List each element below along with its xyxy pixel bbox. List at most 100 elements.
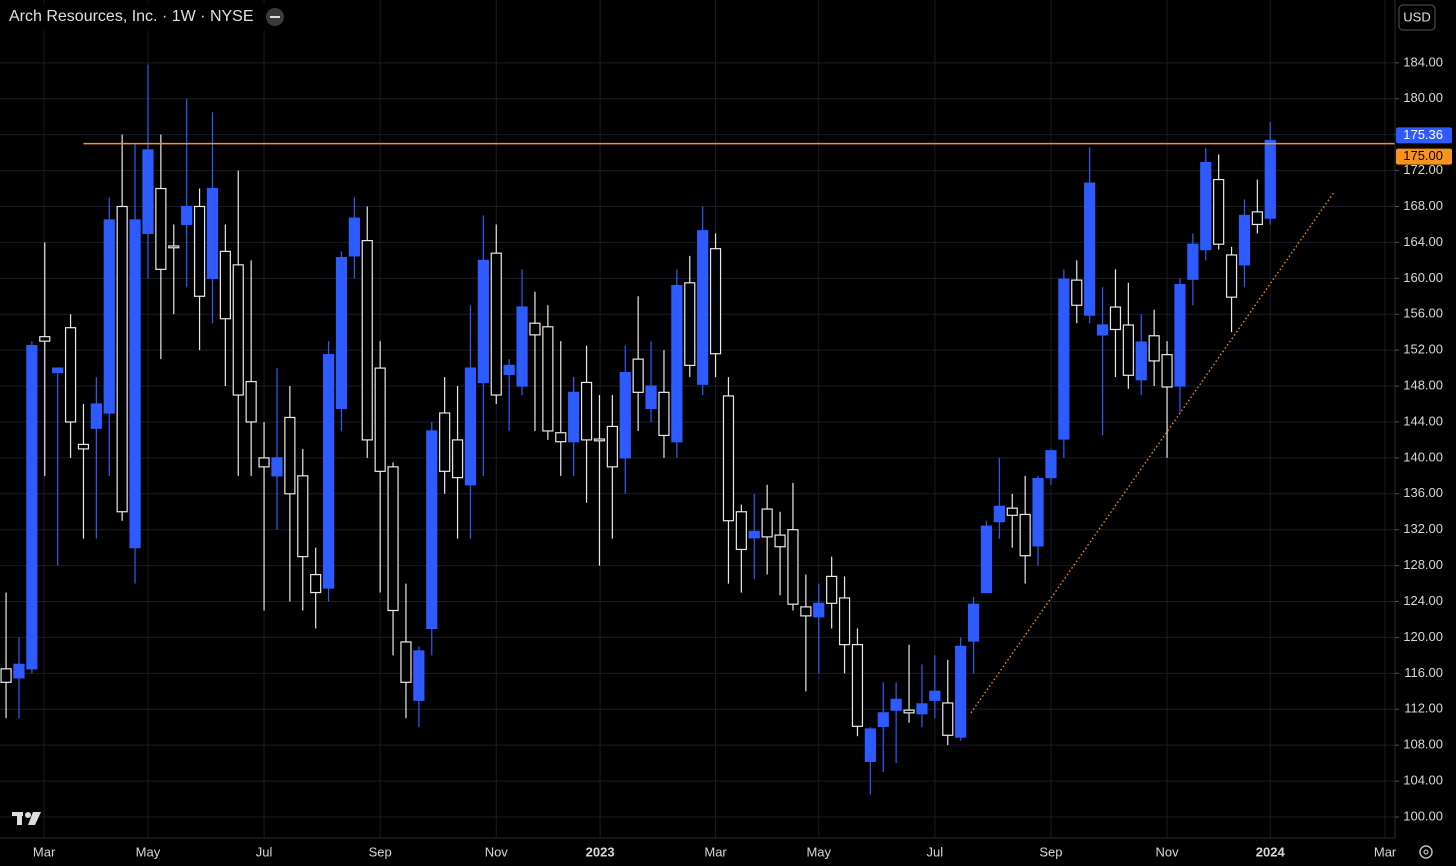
candle-body [529,322,541,336]
candle-body [387,466,399,612]
candle-body [284,416,296,495]
candle-body [993,505,1005,523]
candle-body [1084,182,1096,316]
y-tick-label: 128.00 [1403,557,1443,572]
candle-body [1109,306,1122,331]
candle-body [245,380,257,423]
candle-body [1122,324,1134,376]
currency-label: USD [1403,9,1430,24]
last-price-label: 175.36 [1403,127,1443,142]
y-tick-label: 108.00 [1403,737,1443,752]
candle-body [697,230,709,385]
candle-body [645,385,657,410]
logo-part [25,812,31,818]
x-tick-label: Nov [485,844,509,859]
tradingview-logo [12,812,41,825]
candle-body [1187,243,1199,280]
candle-body [26,345,38,670]
y-tick-label: 144.00 [1403,413,1443,428]
y-tick-label: 124.00 [1403,593,1443,608]
level-label: 175.00 [1403,148,1443,163]
y-tick-label: 136.00 [1403,485,1443,500]
candle-body [503,364,515,375]
y-tick-label: 184.00 [1403,54,1443,69]
logo-part [17,812,22,825]
y-tick-label: 168.00 [1403,198,1443,213]
candle-body [1058,278,1070,440]
candle-body [1238,214,1251,266]
candle-body [1096,324,1109,336]
candle-body [684,282,696,367]
candle-body [413,650,425,701]
candle-body [13,663,25,679]
plot-area [0,64,1395,795]
candle-body [451,439,464,479]
y-tick-label: 164.00 [1403,234,1443,249]
candle-body [658,391,670,437]
x-tick-label: Sep [1039,844,1062,859]
candle-body [1213,178,1225,245]
candle-body [52,367,64,374]
y-tick-label: 120.00 [1403,629,1443,644]
candle-body [955,645,967,738]
candle-body [864,728,876,762]
candle-body [542,326,554,432]
chart-title: Arch Resources, Inc. · 1W · NYSE [9,8,254,25]
candle-body [426,430,438,630]
y-tick-label: 180.00 [1403,90,1443,105]
candle-body [0,668,12,683]
settings-icon[interactable] [1419,845,1433,859]
candle-body [942,702,954,736]
candle-body [374,367,386,472]
x-tick-label: Jul [927,844,944,859]
y-tick-label: 104.00 [1403,773,1443,788]
candle-body [774,534,786,548]
candle-body [168,245,180,249]
candle-body [787,529,799,605]
candle-body [838,597,851,646]
x-tick-label: Mar [704,844,727,859]
candle-body [1264,139,1276,219]
y-tick-label: 132.00 [1403,521,1443,536]
candle-body [1135,341,1147,381]
candle-body [568,391,580,443]
settings-gear[interactable] [1419,845,1433,859]
candle-body [851,644,864,727]
candle-body [1161,354,1173,388]
candle-body [103,219,115,414]
candle-body [671,284,683,443]
candle-body [439,412,451,472]
x-tick-label: Mar [1374,844,1397,859]
candle-body [967,603,980,642]
candle-body [219,250,231,320]
candle-body [593,438,606,442]
candle-body [877,712,889,727]
axes: 100.00 104.00 108.00 112.00 116.00 120.00 124.… [33,54,1452,859]
candle-body [516,306,528,387]
candle-body [929,690,941,701]
candle-body [490,252,502,396]
candle-body [322,354,335,589]
candle-body [980,525,993,594]
candle-body [1174,284,1186,387]
candle-body [361,240,373,441]
candle-body [232,264,244,396]
candle-body [722,395,735,522]
candle-body [206,187,219,279]
y-tick-label: 148.00 [1403,377,1443,392]
currency-button[interactable] [1398,4,1436,31]
candle-body [464,367,477,486]
candle-body [1148,335,1160,362]
candle-body [181,205,193,226]
candle-body [142,149,154,235]
candle-body [619,371,631,459]
candle-body [735,511,747,551]
candle-body [310,573,322,594]
candle-body [258,457,270,468]
candle-body [77,443,90,450]
candle-body [1251,211,1263,226]
candle-body [64,327,77,423]
candle-body [193,205,206,297]
